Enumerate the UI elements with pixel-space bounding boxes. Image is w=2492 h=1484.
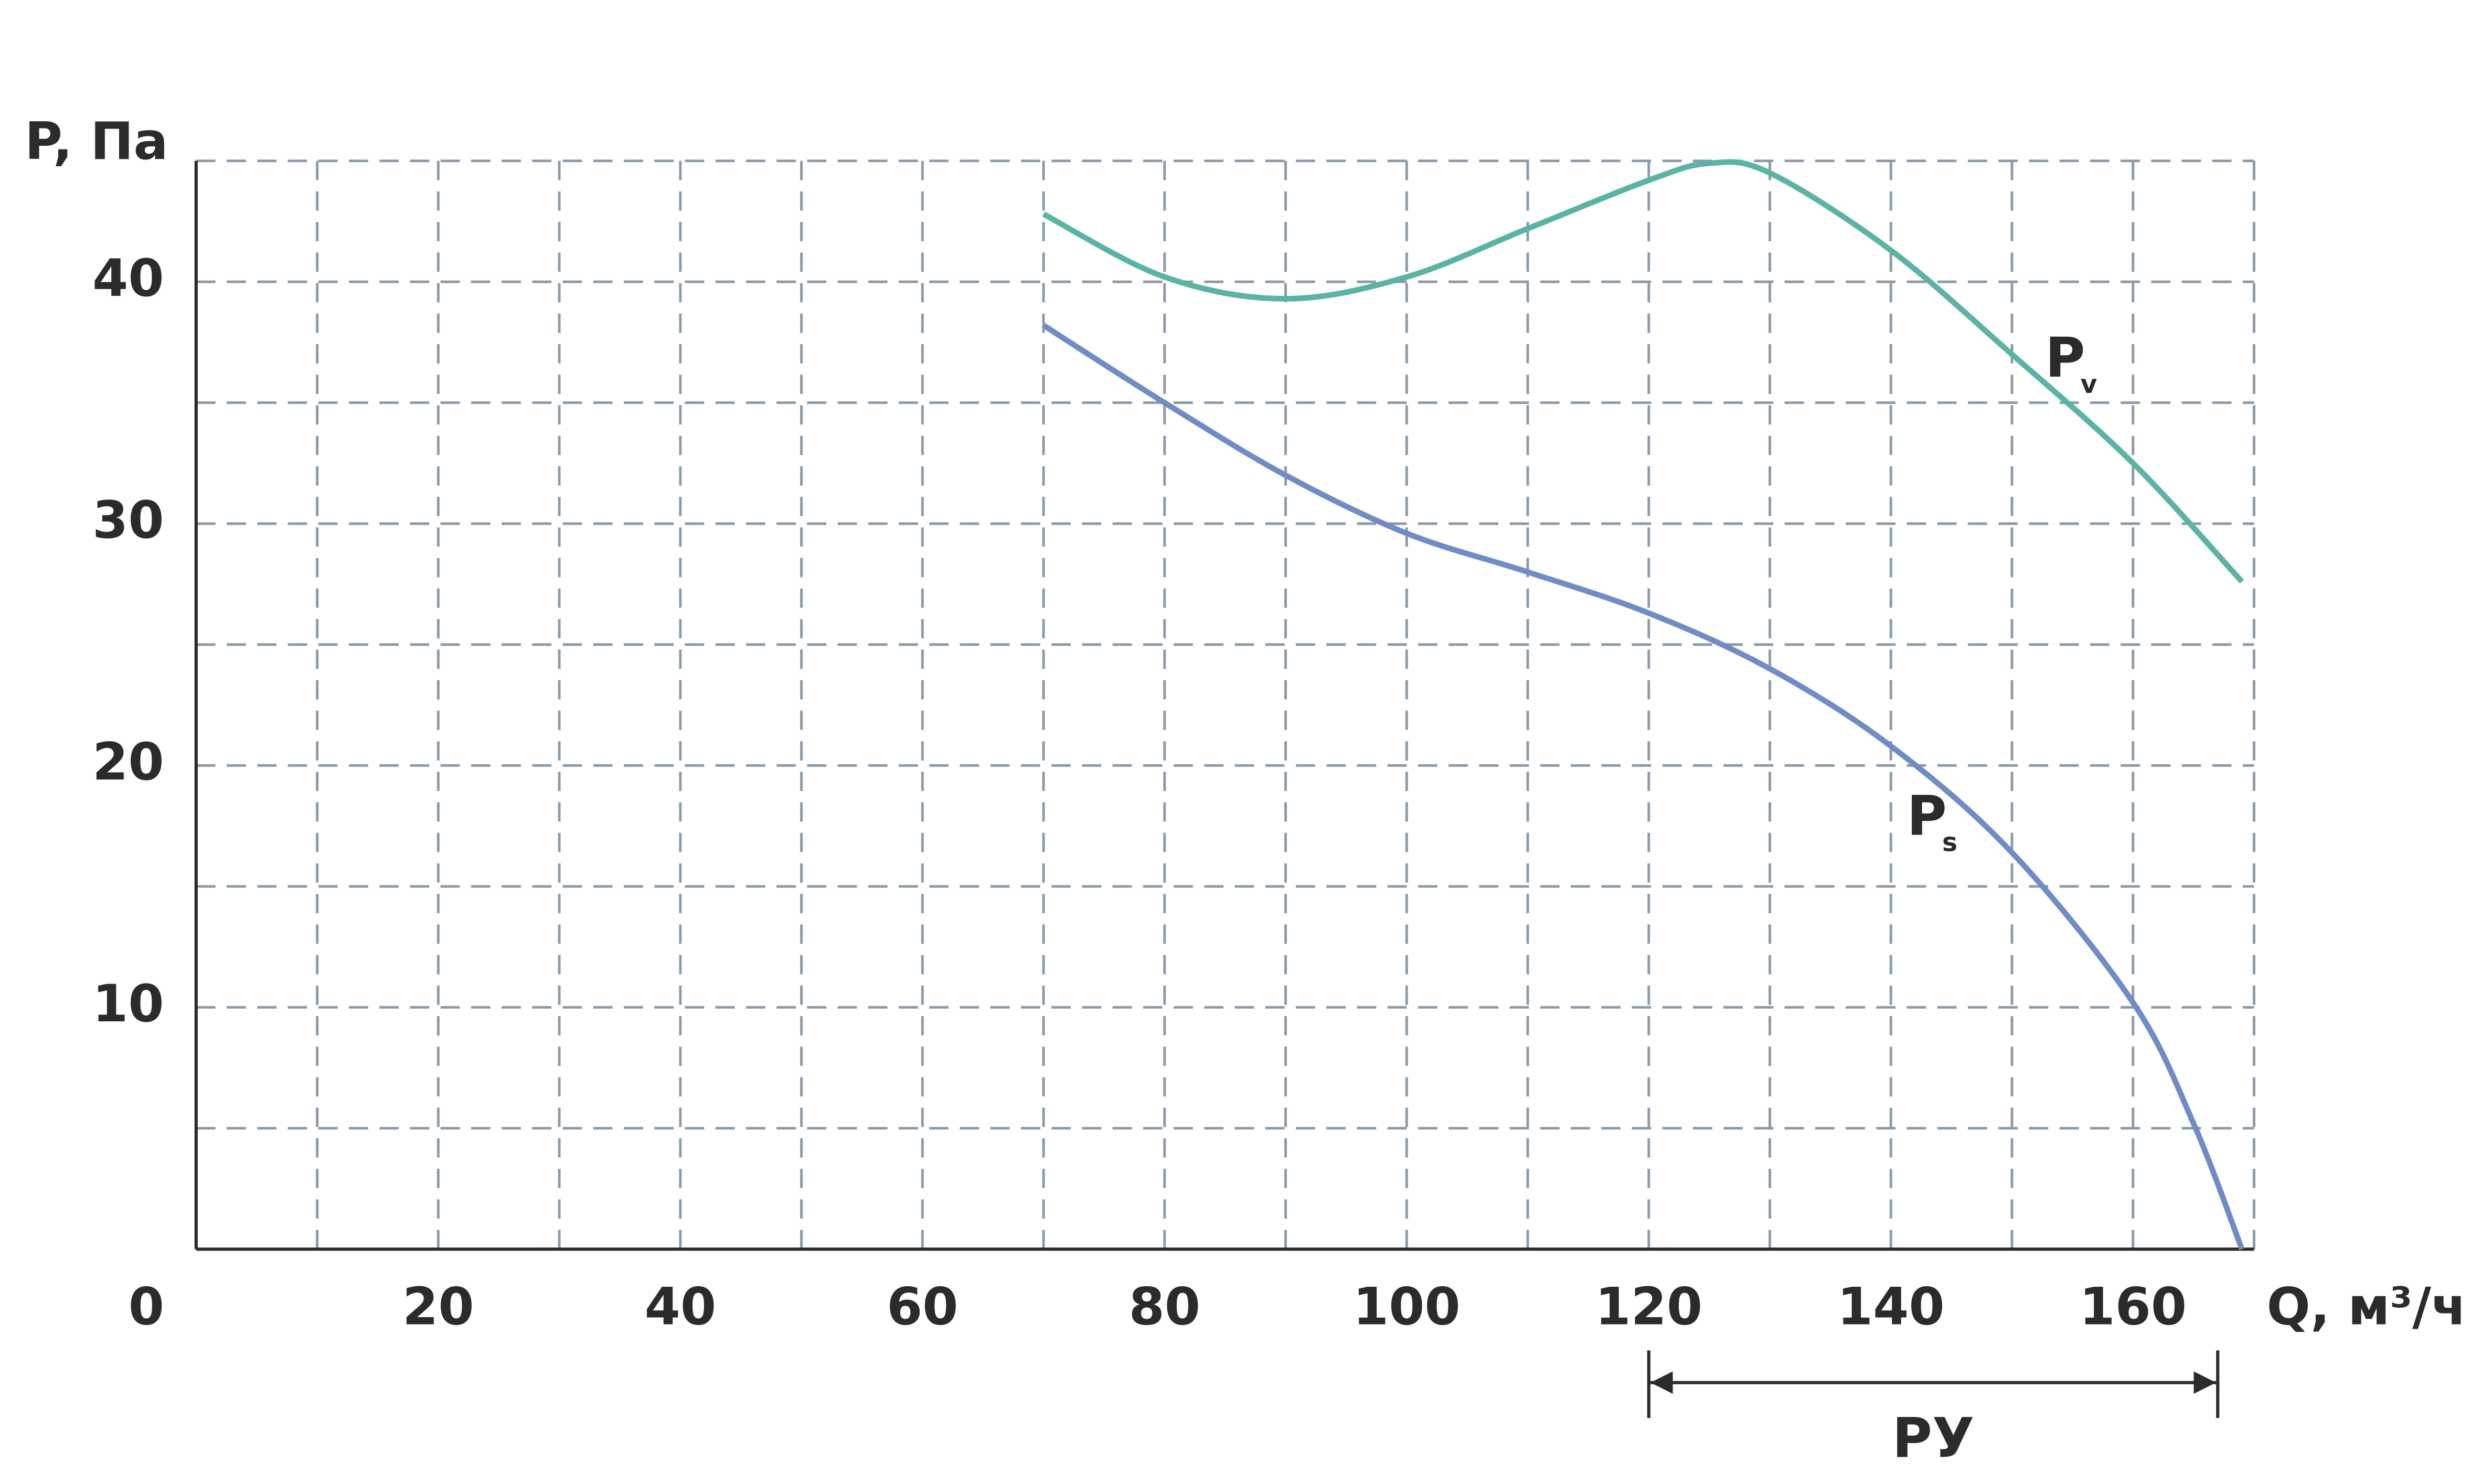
y-tick-label: 20: [92, 732, 164, 792]
series-label-subscript: v: [2080, 369, 2097, 399]
y-tick-label: 10: [92, 974, 164, 1034]
y-axis-label: P, Па: [25, 112, 168, 172]
x-tick-label: 80: [1129, 1277, 1200, 1337]
x-axis-label: Q, м³/ч: [2266, 1277, 2466, 1337]
y-tick-label: 30: [92, 490, 164, 550]
x-tick-label: 160: [2079, 1277, 2187, 1337]
series-line: [1042, 323, 2245, 1251]
series-line: [1042, 159, 2244, 584]
x-tick-label: 140: [1837, 1277, 1945, 1337]
series-label-subscript: s: [1942, 827, 1957, 858]
range-label: РУ: [1892, 1406, 1975, 1470]
x-tick-label: 100: [1353, 1277, 1461, 1337]
x-tick-label: 0: [129, 1277, 164, 1337]
x-tick-label: 40: [645, 1277, 716, 1337]
series-label: P: [1907, 784, 1947, 848]
x-tick-label: 120: [1595, 1277, 1702, 1337]
x-tick-label: 60: [887, 1277, 958, 1337]
x-tick-label: 20: [402, 1277, 474, 1337]
series-label: P: [2045, 326, 2085, 390]
y-tick-label: 40: [92, 249, 164, 308]
